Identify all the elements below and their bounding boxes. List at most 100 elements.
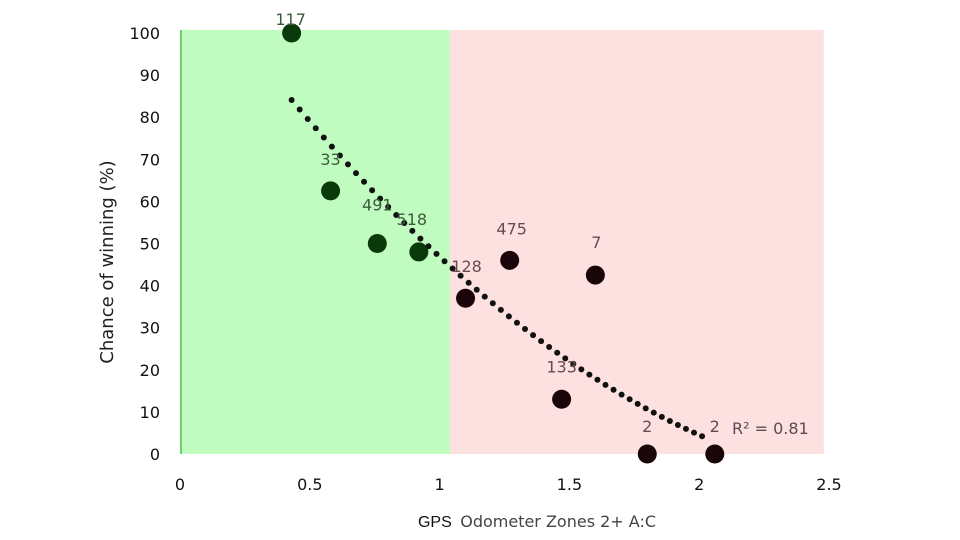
background-regions [180,30,824,454]
y-tick-label: 90 [140,66,160,85]
data-point [705,444,725,464]
trendline-dot [409,227,416,234]
trendline-dot [304,115,311,122]
trendline-dot [513,319,520,326]
trendline-dot [578,366,585,373]
trendline-dot [505,313,512,320]
trendline-dot [385,203,392,210]
trendline-dot [626,396,633,403]
data-point [500,250,520,270]
trendline-dot [417,235,424,242]
trendline-dot [650,409,657,416]
trendline-dot [312,125,319,132]
x-tick-label: 0.5 [297,475,322,494]
x-tick-label: 1.5 [557,475,582,494]
y-tick-label: 50 [140,235,160,254]
trendline-dot [473,286,480,293]
trendline-dot [288,96,295,103]
data-point [321,181,341,201]
data-label: 128 [451,257,482,276]
green-region [180,30,450,454]
r-squared-label: R² = 0.81 [732,419,809,438]
data-label: 491 [362,196,393,215]
trendline-dot [441,258,448,265]
data-label: 33 [320,150,340,169]
data-point [367,234,387,253]
trendline-dot [618,391,625,398]
x-tick-label: 2.5 [816,475,841,494]
trendline-dot [586,371,593,378]
data-label: 117 [275,10,306,29]
y-tick-label: 100 [129,24,160,43]
data-label: 2 [710,417,720,436]
trendline-dot [538,338,545,345]
trendline-dot [433,250,440,257]
data-point [637,444,657,464]
data-point [282,23,302,43]
trendline-dot [666,418,673,425]
trendline-dot [522,325,529,332]
trendline-dot [674,422,681,429]
trendline-dot [369,187,376,194]
trendline-dot [594,376,601,383]
trendline-dot [691,429,698,436]
trendline-dot [465,279,472,286]
y-tick-label: 30 [140,319,160,338]
red-region [449,30,824,454]
y-tick-label: 40 [140,277,160,296]
y-axis-ticks: 0 10 20 30 40 50 60 70 80 90 100 [129,24,160,464]
data-point [456,288,476,308]
trendline-dot [344,161,351,168]
y-tick-label: 60 [140,192,160,211]
trendline-dot [497,306,504,313]
trendline-dot [602,381,609,388]
data-point [409,242,429,262]
x-tick-label: 1 [435,475,445,494]
trendline-dot [353,170,360,177]
y-tick-label: 10 [140,403,160,422]
data-label: 518 [397,210,428,229]
data-point [585,265,605,285]
trendline-dot [658,413,665,420]
trendline-dot [642,405,649,412]
y-tick-label: 80 [140,108,160,127]
trendline-dot [570,360,577,367]
data-label: 133 [546,357,577,376]
trendline-dot [610,386,617,393]
data-label: 7 [591,233,601,252]
trendline-dot [401,219,408,226]
trendline-dot [377,195,384,202]
trendline-dot [634,400,641,407]
x-axis-label-main: Odometer Zones 2+ A:C [460,512,656,531]
data-point [552,389,572,409]
x-tick-label: 0 [175,475,185,494]
trendline-dot [554,349,561,356]
trendline-dot [328,143,335,150]
x-axis-label-prefix: GPS [418,514,452,531]
data-label: 475 [496,219,527,238]
trendline [288,96,706,440]
y-tick-label: 70 [140,150,160,169]
trendline-dot [361,178,368,185]
trendline-dot [530,332,537,339]
x-axis-ticks: 0 0.5 1 1.5 2 2.5 [175,475,842,494]
trendline-dot [546,343,553,350]
trendline-dot [320,134,327,141]
y-axis-label: Chance of winning (%) [97,160,118,363]
trendline-dot [562,355,569,362]
trendline-dot [457,272,464,279]
trendline-dot [481,293,488,300]
trendline-dot [393,211,400,218]
trendline-dot [336,152,343,159]
trendline-dot [449,265,456,272]
data-points [282,23,725,464]
y-tick-label: 20 [140,361,160,380]
trendline-dot [682,425,689,432]
data-label: 2 [642,417,652,436]
trendline-dot [296,106,303,113]
x-tick-label: 2 [694,475,704,494]
y-tick-label: 0 [150,445,160,464]
x-axis-label: GPS Odometer Zones 2+ A:C [418,512,656,531]
